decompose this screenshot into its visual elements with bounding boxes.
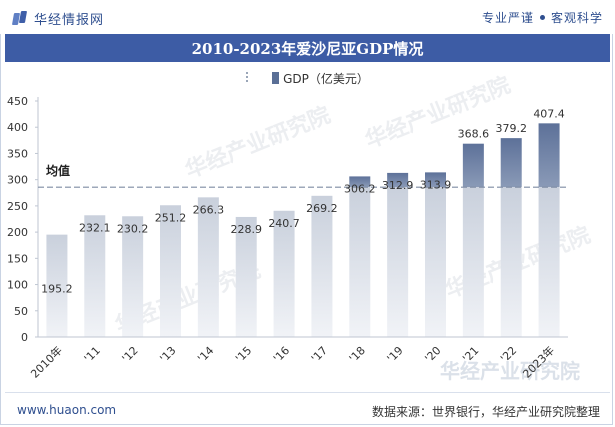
data-label: 230.2 — [117, 222, 149, 235]
bar — [160, 205, 181, 337]
bar-above-average — [538, 123, 560, 188]
x-tick-label: '14 — [195, 344, 216, 365]
x-tick-label: '13 — [157, 344, 178, 365]
y-tick-label: 150 — [7, 252, 28, 265]
x-axis: 2010年 '11 '12 '13 '14 '15 '16 '17 '18 '19 '20 '21 '2… — [28, 336, 568, 381]
footer: www.huaon.com 数据来源：世界银行，华经产业研究院整理 — [5, 392, 610, 423]
legend-average-swatch — [246, 72, 249, 84]
x-tick-label: 2010年 — [28, 343, 65, 380]
bar-above-average — [387, 172, 409, 188]
bar — [538, 187, 560, 337]
website-link[interactable]: www.huaon.com — [17, 403, 117, 417]
y-tick-label: 300 — [7, 174, 28, 187]
chart-title-bar: 2010-2023年爱沙尼亚GDP情况 — [5, 34, 610, 62]
bar — [84, 215, 106, 337]
slogan: 专业严谨 客观科学 — [482, 9, 603, 26]
data-label: 312.9 — [382, 179, 414, 192]
bar — [273, 210, 295, 337]
legend-gdp-swatch — [272, 72, 280, 84]
legend: GDP（亿美元） — [0, 70, 615, 86]
y-tick-label: 400 — [7, 121, 28, 134]
data-label: 251.2 — [155, 211, 187, 224]
data-label: 195.2 — [41, 283, 73, 296]
bar — [462, 187, 484, 337]
bar — [425, 187, 446, 337]
bar — [311, 195, 333, 337]
bar — [197, 197, 219, 337]
data-label: 232.1 — [79, 221, 111, 234]
x-tick-label: '12 — [120, 344, 141, 365]
brand-name: 华经情报网 — [34, 12, 105, 28]
data-label: 240.7 — [268, 217, 300, 230]
bar — [122, 216, 144, 337]
average-label: 均值 — [46, 163, 70, 178]
y-tick-label: 350 — [7, 147, 28, 160]
x-tick-label: '19 — [385, 344, 406, 365]
data-label: 407.4 — [533, 107, 565, 120]
chart-title: 2010-2023年爱沙尼亚GDP情况 — [191, 39, 424, 58]
data-labels: 195.2 232.1 230.2 251.2 266.3 228.9 240.7 269.2… — [41, 107, 565, 295]
x-tick-label: '15 — [233, 344, 254, 365]
bar-above-average — [500, 138, 522, 188]
y-tick-label: 450 — [7, 95, 28, 108]
y-axis: 0 50 100 150 200 250 300 350 400 450 — [7, 95, 39, 344]
y-tick-label: 250 — [7, 200, 28, 213]
data-label: 269.2 — [306, 202, 338, 215]
bar — [235, 216, 257, 337]
bar-above-average — [349, 176, 371, 188]
y-tick-label: 100 — [7, 279, 28, 292]
x-tick-label: '22 — [498, 344, 519, 365]
bar-above-average — [425, 172, 446, 188]
bar — [500, 187, 522, 337]
y-tick-label: 0 — [21, 331, 28, 344]
data-label: 313.9 — [420, 178, 452, 191]
x-tick-label: '16 — [271, 344, 292, 365]
y-tick-label: 50 — [14, 305, 28, 318]
data-label: 379.2 — [495, 122, 527, 135]
bar-above-average — [462, 143, 484, 188]
x-tick-label: '11 — [82, 344, 103, 365]
x-tick-label: '18 — [347, 344, 368, 365]
y-tick-label: 200 — [7, 226, 28, 239]
bar — [46, 234, 68, 337]
data-label: 368.6 — [458, 128, 490, 141]
bars — [46, 123, 560, 337]
bar — [387, 187, 409, 337]
x-tick-label: 2023年 — [520, 343, 557, 380]
slogan-right: 客观科学 — [550, 11, 603, 25]
brand[interactable]: 华经情报网 — [11, 8, 105, 28]
bullet-dot-icon — [539, 15, 545, 20]
data-label: 306.2 — [344, 182, 376, 195]
bar — [349, 187, 371, 337]
x-tick-label: '21 — [460, 344, 481, 365]
average-line-group: 均值 — [38, 163, 566, 188]
x-tick-label: '20 — [422, 344, 443, 365]
legend-gdp-label: GDP（亿美元） — [283, 71, 369, 86]
data-label: 228.9 — [230, 223, 262, 236]
data-label: 266.3 — [193, 203, 225, 216]
slogan-left: 专业严谨 — [481, 11, 534, 25]
top-bar: 华经情报网 专业严谨 客观科学 — [0, 0, 615, 34]
x-tick-label: '17 — [309, 344, 330, 365]
data-source: 数据来源：世界银行，华经产业研究院整理 — [371, 405, 600, 419]
